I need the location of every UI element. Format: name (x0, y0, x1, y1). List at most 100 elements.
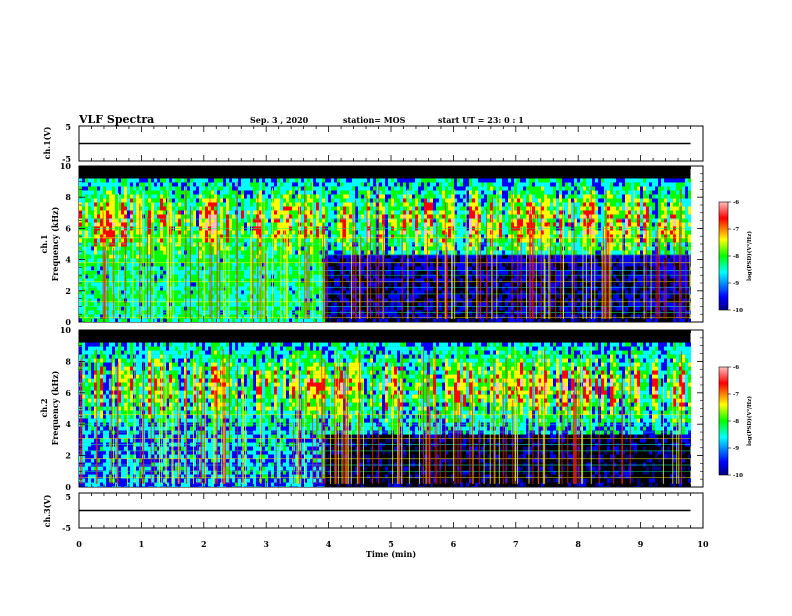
spectrogram-cell (94, 306, 97, 311)
spectrogram-cell (331, 238, 334, 243)
spectrogram-cell (304, 290, 307, 295)
spectrogram-cell (262, 234, 265, 239)
spectrogram-cell (478, 186, 481, 191)
spectrogram-cell (346, 302, 349, 307)
spectrogram-cell (82, 186, 85, 191)
spectrogram-cell (193, 222, 196, 227)
spectrogram-cell (220, 202, 223, 207)
spectrogram-cell (289, 206, 292, 211)
spectrogram-cell (388, 274, 391, 279)
spectrogram-cell (319, 274, 322, 279)
spectrogram-cell (412, 234, 415, 239)
spectrogram-cell (292, 254, 295, 259)
spectrogram-cell (379, 242, 382, 247)
spectrogram-cell (313, 318, 316, 322)
spectrogram-cell (157, 214, 160, 219)
spectrogram-cell (109, 258, 112, 263)
spectrogram-cell (415, 234, 418, 239)
spectrogram-cell (97, 274, 100, 279)
spectrogram-cell (127, 314, 130, 319)
spectrogram-cell (229, 314, 232, 319)
spectrogram-cell (322, 210, 325, 215)
spectrogram-cell (349, 198, 352, 203)
spectrogram-cell (118, 282, 121, 287)
spectrogram-cell (109, 318, 112, 322)
spectrogram-cell (520, 214, 523, 219)
spectrogram-cell (310, 186, 313, 191)
spectrogram-cell (520, 182, 523, 187)
spectrogram-cell (493, 306, 496, 311)
spectrogram-cell (151, 254, 154, 259)
spectrogram-cell (118, 250, 121, 255)
spectrogram-cell (439, 218, 442, 223)
spectrogram-cell (127, 190, 130, 195)
spectrogram-cell (313, 182, 316, 187)
spectrogram-cell (97, 298, 100, 303)
spectrogram-cell (340, 286, 343, 291)
spectrogram-cell (373, 250, 376, 255)
spectrogram-cell (121, 238, 124, 243)
spectrogram-cell (160, 194, 163, 199)
spectrogram-cell (316, 314, 319, 319)
spectrogram-cell (499, 206, 502, 211)
spectrogram-cell (487, 230, 490, 235)
spectrogram-cell (196, 306, 199, 311)
spectrogram-cell (325, 250, 328, 255)
spectrogram-cell (391, 182, 394, 187)
spectrogram-cell (91, 234, 94, 239)
spectrogram-cell (229, 178, 232, 183)
spectrogram-cell (178, 238, 181, 243)
spectrogram-cell (478, 318, 481, 322)
spectrogram-cell (259, 230, 262, 235)
spectrogram-cell (523, 274, 526, 279)
spectrogram-cell (79, 246, 82, 251)
spectrogram-cell (211, 258, 214, 263)
spectrogram-cell (289, 254, 292, 259)
spectrogram-cell (274, 194, 277, 199)
spectrogram-cell (112, 202, 115, 207)
spectrogram-cell (343, 234, 346, 239)
spectrogram-cell (265, 178, 268, 183)
spectrogram-cell (121, 190, 124, 195)
spectrogram-cell (274, 178, 277, 183)
spectrogram-cell (352, 210, 355, 215)
spectrogram-cell (397, 178, 400, 183)
spectrogram-cell (472, 194, 475, 199)
spectrogram-cell (217, 178, 220, 183)
spectrogram-cell (484, 222, 487, 227)
spectrogram-cell (481, 190, 484, 195)
spectrogram-cell (313, 242, 316, 247)
spectrogram-cell (130, 234, 133, 239)
spectrogram-cell (358, 238, 361, 243)
spectrogram-cell (136, 266, 139, 271)
spectrogram-cell (181, 234, 184, 239)
spectrogram-cell (193, 298, 196, 303)
spectrogram-cell (103, 230, 106, 235)
spectrogram-cell (217, 302, 220, 307)
spectrogram-cell (115, 186, 118, 191)
spectrogram-cell (187, 178, 190, 183)
spectrogram-cell (454, 202, 457, 207)
spectrogram-cell (331, 270, 334, 275)
spectrogram-cell (340, 262, 343, 267)
spectrogram-cell (340, 290, 343, 295)
spectrogram-cell (136, 250, 139, 255)
spectrogram-cell (448, 294, 451, 299)
spectrogram-cell (289, 278, 292, 283)
spectrogram-cell (316, 250, 319, 255)
spectrogram-cell (100, 246, 103, 251)
spectrogram-cell (283, 190, 286, 195)
spectrogram-cell (409, 210, 412, 215)
spectrogram-cell (154, 318, 157, 322)
spectrogram-cell (148, 250, 151, 255)
spectrogram-cell (265, 250, 268, 255)
spectrogram-cell (118, 278, 121, 283)
spectrogram-cell (91, 298, 94, 303)
spectrogram-cell (418, 214, 421, 219)
spectrogram-cell (397, 206, 400, 211)
spectrogram-cell (244, 246, 247, 251)
spectrogram-cell (262, 186, 265, 191)
spectrogram-cell (328, 202, 331, 207)
spectrogram-cell (85, 250, 88, 255)
spectrogram-cell (148, 246, 151, 251)
